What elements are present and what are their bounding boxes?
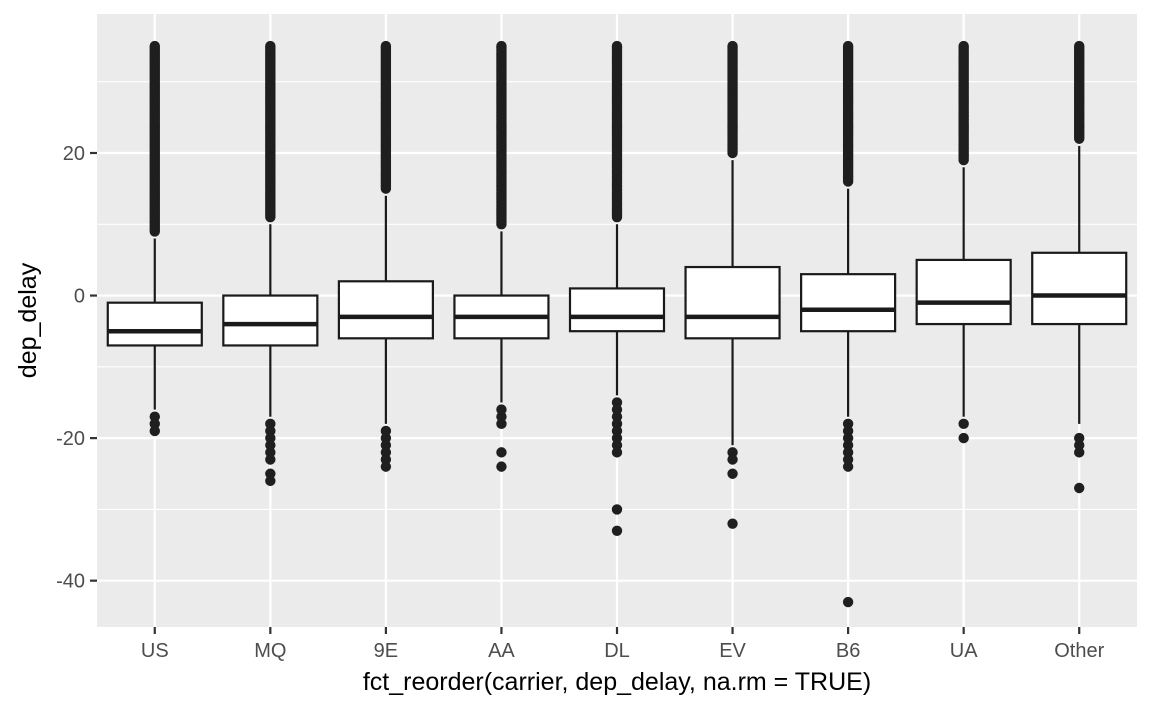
x-tick-label: DL xyxy=(604,640,630,662)
x-axis: US MQ 9E AA DL EV B6 UA Other xyxy=(141,627,1105,662)
outlier-point xyxy=(611,425,623,437)
outlier-point xyxy=(149,425,160,437)
outlier-point xyxy=(842,418,854,430)
outlier-point xyxy=(265,425,276,437)
outlier-point xyxy=(265,447,276,458)
y-tick-label: -40 xyxy=(56,571,85,593)
outlier-point xyxy=(611,432,623,444)
outlier-point xyxy=(1074,440,1085,451)
outlier-point xyxy=(611,525,623,536)
outlier-point xyxy=(496,40,507,52)
x-tick-label: UA xyxy=(950,640,978,662)
outlier-point xyxy=(149,411,160,422)
box-group-9e xyxy=(337,40,434,472)
outlier-point xyxy=(842,447,854,458)
outlier-point xyxy=(611,504,623,515)
x-tick-label: US xyxy=(141,640,169,662)
outlier-point xyxy=(611,440,623,451)
outlier-point xyxy=(380,425,392,437)
outlier-point xyxy=(958,418,969,430)
box-iqr xyxy=(684,265,781,340)
y-axis: -40 -20 0 20 xyxy=(56,143,97,593)
outlier-point xyxy=(727,40,738,52)
outlier-point xyxy=(842,425,854,437)
outlier-point xyxy=(380,454,392,465)
outlier-point xyxy=(1074,432,1085,444)
box-group-ev xyxy=(684,40,781,529)
box-group-ua xyxy=(915,40,1012,444)
outlier-point xyxy=(1074,40,1085,52)
outlier-point xyxy=(1074,447,1085,458)
box-group-us xyxy=(106,40,203,437)
y-tick-label: -20 xyxy=(56,428,85,450)
outlier-point xyxy=(727,518,738,529)
x-tick-label: AA xyxy=(488,640,515,662)
outlier-point xyxy=(496,461,507,472)
boxes-layer xyxy=(106,40,1128,608)
outlier-point xyxy=(380,447,392,458)
outlier-point xyxy=(149,40,160,52)
outlier-point xyxy=(958,432,969,444)
outlier-point xyxy=(842,454,854,465)
outlier-point xyxy=(380,432,392,444)
outlier-point xyxy=(611,397,623,408)
outlier-point xyxy=(727,454,738,465)
outlier-point xyxy=(611,40,623,52)
box-iqr xyxy=(222,294,319,347)
y-tick-label: 0 xyxy=(74,286,85,308)
outlier-point xyxy=(611,418,623,430)
outlier-point xyxy=(727,447,738,458)
box-iqr xyxy=(915,258,1012,326)
y-tick-label: 20 xyxy=(63,143,85,165)
outlier-point xyxy=(265,454,276,465)
outlier-point xyxy=(842,461,854,472)
outlier-point xyxy=(380,440,392,451)
box-iqr xyxy=(568,287,666,333)
box-iqr xyxy=(800,273,897,333)
outlier-point xyxy=(380,40,392,52)
outlier-point xyxy=(265,475,276,487)
outlier-point xyxy=(842,596,854,608)
outlier-point xyxy=(149,418,160,430)
box-group-other xyxy=(1031,40,1128,494)
box-iqr xyxy=(1031,251,1128,326)
box-group-mq xyxy=(222,40,319,487)
outlier-point xyxy=(611,411,623,422)
outlier-point xyxy=(727,468,738,479)
outlier-point xyxy=(496,447,507,458)
box-group-dl xyxy=(568,40,666,536)
box-iqr xyxy=(337,280,434,340)
outlier-point xyxy=(496,411,507,422)
outlier-point xyxy=(842,440,854,451)
outlier-point xyxy=(496,404,507,415)
x-axis-title: fct_reorder(carrier, dep_delay, na.rm = … xyxy=(363,668,871,696)
y-axis-title: dep_delay xyxy=(14,262,42,378)
box-group-aa xyxy=(453,40,550,472)
outlier-point xyxy=(958,40,969,52)
x-tick-label: EV xyxy=(719,640,746,662)
outlier-point xyxy=(265,432,276,444)
x-tick-label: MQ xyxy=(254,640,286,662)
outlier-point xyxy=(842,432,854,444)
x-tick-label: Other xyxy=(1054,640,1104,662)
outlier-point xyxy=(842,40,854,52)
outlier-point xyxy=(380,461,392,472)
outlier-point xyxy=(611,404,623,415)
outlier-point xyxy=(1074,482,1085,494)
outlier-point xyxy=(265,468,276,479)
outlier-point xyxy=(265,440,276,451)
x-tick-label: B6 xyxy=(836,640,860,662)
outlier-point xyxy=(496,418,507,430)
outlier-point xyxy=(265,418,276,430)
x-tick-label: 9E xyxy=(374,640,398,662)
outlier-point xyxy=(611,447,623,458)
outlier-point xyxy=(265,40,276,52)
box-iqr xyxy=(106,301,203,347)
box-group-b6 xyxy=(800,40,897,608)
